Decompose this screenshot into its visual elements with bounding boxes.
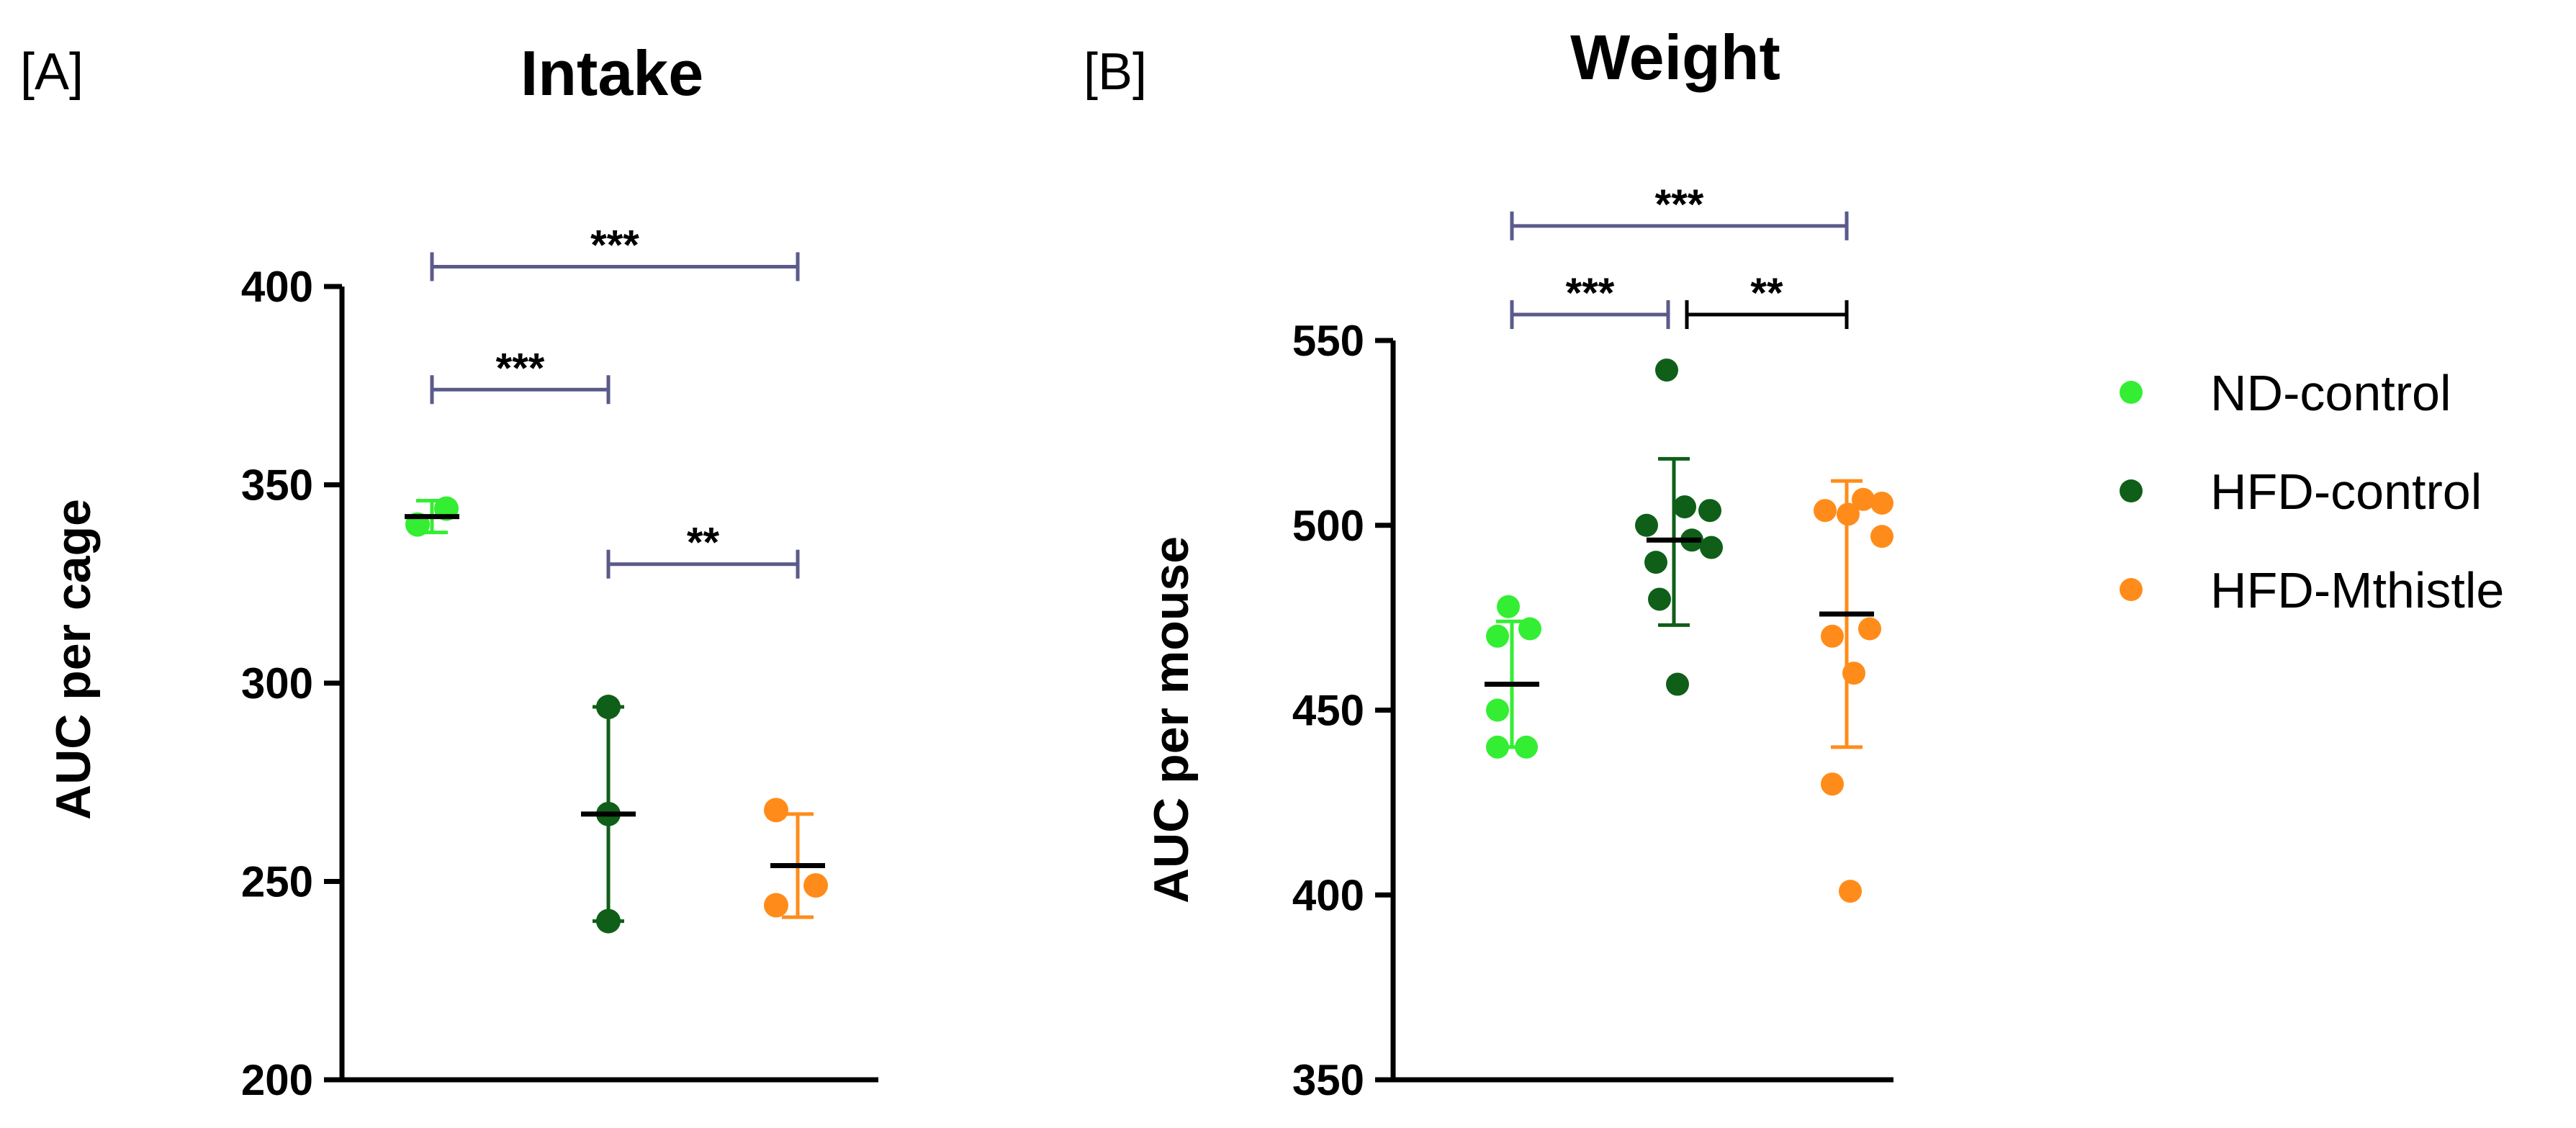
y-tick-label: 550 xyxy=(1292,317,1364,365)
data-point xyxy=(1814,499,1837,523)
data-point xyxy=(1486,698,1509,722)
legend-entry: HFD-control xyxy=(2120,464,2482,520)
data-point xyxy=(1821,772,1844,796)
significance-bracket: *** xyxy=(1510,270,1670,330)
data-point xyxy=(596,695,621,720)
significance-label: ** xyxy=(687,520,720,567)
series-hfd-control xyxy=(1635,358,1723,696)
axes-weight xyxy=(1390,340,1893,1083)
y-ticks-weight: 350 400 450 500 550 xyxy=(1292,317,1393,1104)
series-hfd-mthistle xyxy=(1814,479,1893,903)
y-tick-label: 200 xyxy=(241,1056,313,1104)
panel-label-b: [B] xyxy=(1084,43,1147,101)
legend-label: ND-control xyxy=(2210,365,2451,421)
series-hfd-mthistle xyxy=(764,798,828,919)
data-points-weight xyxy=(1485,358,1893,903)
y-axis-label-weight: AUC per mouse xyxy=(1144,536,1199,903)
significance-bars-weight: ****** ** xyxy=(1510,181,1849,330)
legend-entry: HFD-Mthistle xyxy=(2120,562,2504,618)
data-point xyxy=(1655,358,1678,382)
data-point xyxy=(1858,617,1881,641)
data-point xyxy=(764,893,788,918)
data-point xyxy=(1635,513,1658,537)
significance-label: *** xyxy=(1655,181,1704,228)
panel-intake: [A] Intake AUC per cage 200250300350400 … xyxy=(20,37,878,1104)
data-point xyxy=(1644,551,1667,574)
data-point xyxy=(1497,595,1520,618)
significance-bars-intake: ******** xyxy=(430,222,800,579)
series-hfd-control xyxy=(581,695,636,934)
data-point xyxy=(1821,624,1844,648)
y-tick-label: 500 xyxy=(1292,502,1364,550)
data-point xyxy=(1852,487,1875,511)
legend-marker xyxy=(2120,479,2143,502)
legend-label: HFD-Mthistle xyxy=(2210,562,2504,618)
data-point xyxy=(1839,880,1862,903)
significance-label: *** xyxy=(496,345,545,392)
significance-label: *** xyxy=(590,222,639,269)
legend-marker xyxy=(2120,381,2143,404)
series-nd-control xyxy=(1485,595,1541,759)
data-point xyxy=(1515,735,1538,759)
data-point xyxy=(1837,502,1860,526)
panel-weight: [B] Weight AUC per mouse 350 400 450 500 550… xyxy=(1084,22,1893,1104)
data-point xyxy=(1698,499,1721,523)
significance-bracket: *** xyxy=(430,222,800,281)
y-axis-label-intake: AUC per cage xyxy=(46,499,101,820)
data-point xyxy=(1486,735,1509,759)
data-point xyxy=(1666,672,1689,696)
significance-label: ** xyxy=(1750,270,1783,317)
legend-entry: ND-control xyxy=(2120,365,2451,421)
y-tick-label: 450 xyxy=(1292,687,1364,735)
data-points-intake xyxy=(405,496,828,934)
chart-title-weight: Weight xyxy=(1570,22,1780,93)
data-point xyxy=(803,873,828,898)
data-point xyxy=(1700,536,1723,559)
y-tick-label: 300 xyxy=(241,659,313,708)
axes-intake xyxy=(339,286,878,1083)
y-tick-label: 400 xyxy=(1292,871,1364,919)
data-point xyxy=(596,908,621,934)
data-point xyxy=(1648,587,1671,611)
data-point xyxy=(1518,617,1541,641)
data-point xyxy=(1486,624,1509,648)
data-point xyxy=(1870,525,1893,549)
y-tick-label: 350 xyxy=(1292,1056,1364,1104)
legend-label: HFD-control xyxy=(2210,464,2482,520)
significance-bracket: ** xyxy=(1685,270,1849,330)
data-point xyxy=(1870,491,1893,515)
legend-marker xyxy=(2120,578,2143,601)
y-tick-label: 350 xyxy=(241,461,313,510)
significance-bracket: *** xyxy=(1510,181,1849,240)
panel-label-a: [A] xyxy=(20,43,84,101)
significance-label: *** xyxy=(1566,270,1615,317)
y-tick-label: 400 xyxy=(241,263,313,311)
y-tick-label: 250 xyxy=(241,858,313,906)
series-nd-control xyxy=(405,496,459,537)
data-point xyxy=(1842,662,1865,685)
data-point xyxy=(764,798,788,823)
y-ticks-intake: 200 250 300 350 400 xyxy=(241,263,342,1104)
data-point xyxy=(1673,495,1696,519)
significance-bracket: ** xyxy=(606,520,800,579)
significance-bracket: *** xyxy=(430,345,611,405)
legend: ND-control HFD-control HFD-Mthistle xyxy=(2120,365,2504,618)
chart-title-intake: Intake xyxy=(521,37,703,109)
